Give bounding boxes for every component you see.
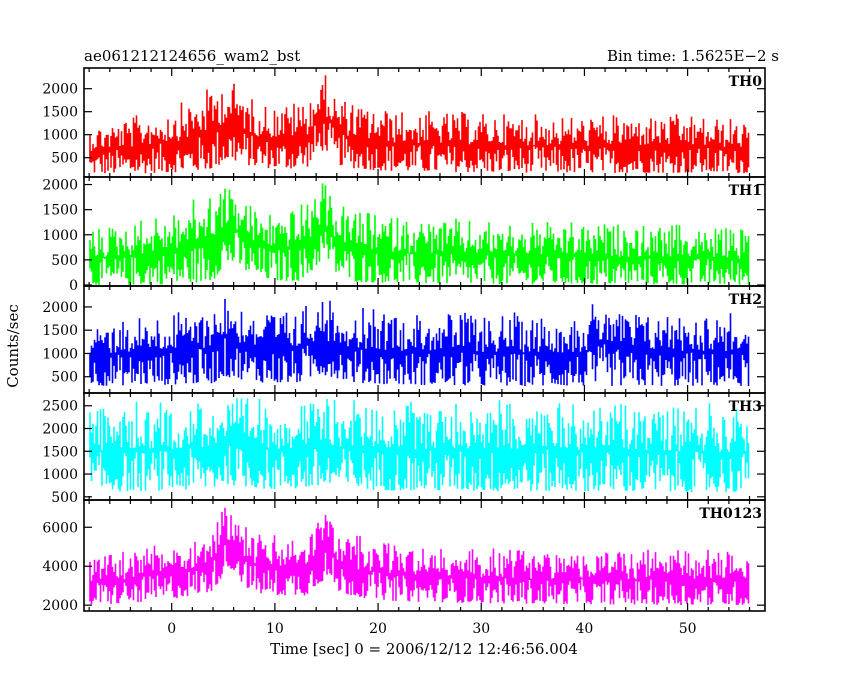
y-tick-label: 1500 bbox=[42, 105, 78, 121]
panel-th0123-frame bbox=[83, 499, 766, 612]
series-th0-curve bbox=[89, 75, 750, 174]
x-tick-label: 0 bbox=[167, 621, 176, 637]
series-th3-curve bbox=[89, 398, 750, 493]
panel-th0123: 2000 4000 6000 TH0123 bbox=[42, 499, 766, 614]
y-tick-label: 2000 bbox=[42, 178, 78, 194]
y-tick-label: 2500 bbox=[42, 399, 78, 415]
y-tick-label: 1000 bbox=[42, 346, 78, 362]
y-tick-label: 6000 bbox=[42, 520, 78, 536]
y-axis-label: Counts/sec bbox=[4, 304, 22, 388]
y-tick-label: 2000 bbox=[42, 598, 78, 614]
y-tick-label: 500 bbox=[51, 370, 78, 386]
y-tick-label: 500 bbox=[51, 490, 78, 506]
x-tick-label: 10 bbox=[266, 621, 284, 637]
y-tick-label: 2000 bbox=[42, 422, 78, 438]
y-tick-label: 500 bbox=[51, 253, 78, 269]
panel-th3: 500 1000 1500 2000 2500 TH3 bbox=[42, 392, 766, 506]
y-tick-label: 2000 bbox=[42, 82, 78, 98]
panel-th2: 500 1000 1500 2000 TH2 bbox=[42, 285, 766, 394]
x-tick-label: 40 bbox=[576, 621, 594, 637]
series-th1-curve bbox=[89, 183, 750, 285]
y-tick-label: 1500 bbox=[42, 444, 78, 460]
series-th2-label: TH2 bbox=[729, 292, 762, 308]
y-tick-label: 0 bbox=[69, 278, 78, 294]
series-th0123-curve bbox=[89, 507, 750, 606]
y-tick-label: 1500 bbox=[42, 203, 78, 219]
y-tick-label: 1500 bbox=[42, 323, 78, 339]
y-tick-label: 4000 bbox=[42, 559, 78, 575]
x-tick-label: 20 bbox=[369, 621, 387, 637]
y-tick-label: 2000 bbox=[42, 300, 78, 316]
bin-time-label: Bin time: 1.5625E−2 s bbox=[607, 47, 779, 65]
series-th0123-label: TH0123 bbox=[699, 506, 762, 522]
y-tick-label: 1000 bbox=[42, 228, 78, 244]
x-tick-label: 50 bbox=[679, 621, 697, 637]
series-th0-label: TH0 bbox=[729, 74, 763, 90]
y-tick-label: 1000 bbox=[42, 467, 78, 483]
series-th2-curve bbox=[89, 299, 750, 386]
y-tick-label: 1000 bbox=[42, 128, 78, 144]
x-tick-label: 30 bbox=[472, 621, 490, 637]
obs-id-title: ae061212124656_wam2_bst bbox=[84, 47, 300, 65]
x-axis-label: Time [sec] 0 = 2006/12/12 12:46:56.004 bbox=[270, 640, 578, 658]
y-tick-label: 500 bbox=[51, 151, 78, 167]
panel-th1: 0 500 1000 1500 2000 TH1 bbox=[42, 176, 766, 294]
series-th3-label: TH3 bbox=[729, 399, 762, 415]
series-th1-label: TH1 bbox=[729, 183, 762, 199]
panel-th0: 500 1000 1500 2000 TH0 bbox=[42, 67, 766, 178]
